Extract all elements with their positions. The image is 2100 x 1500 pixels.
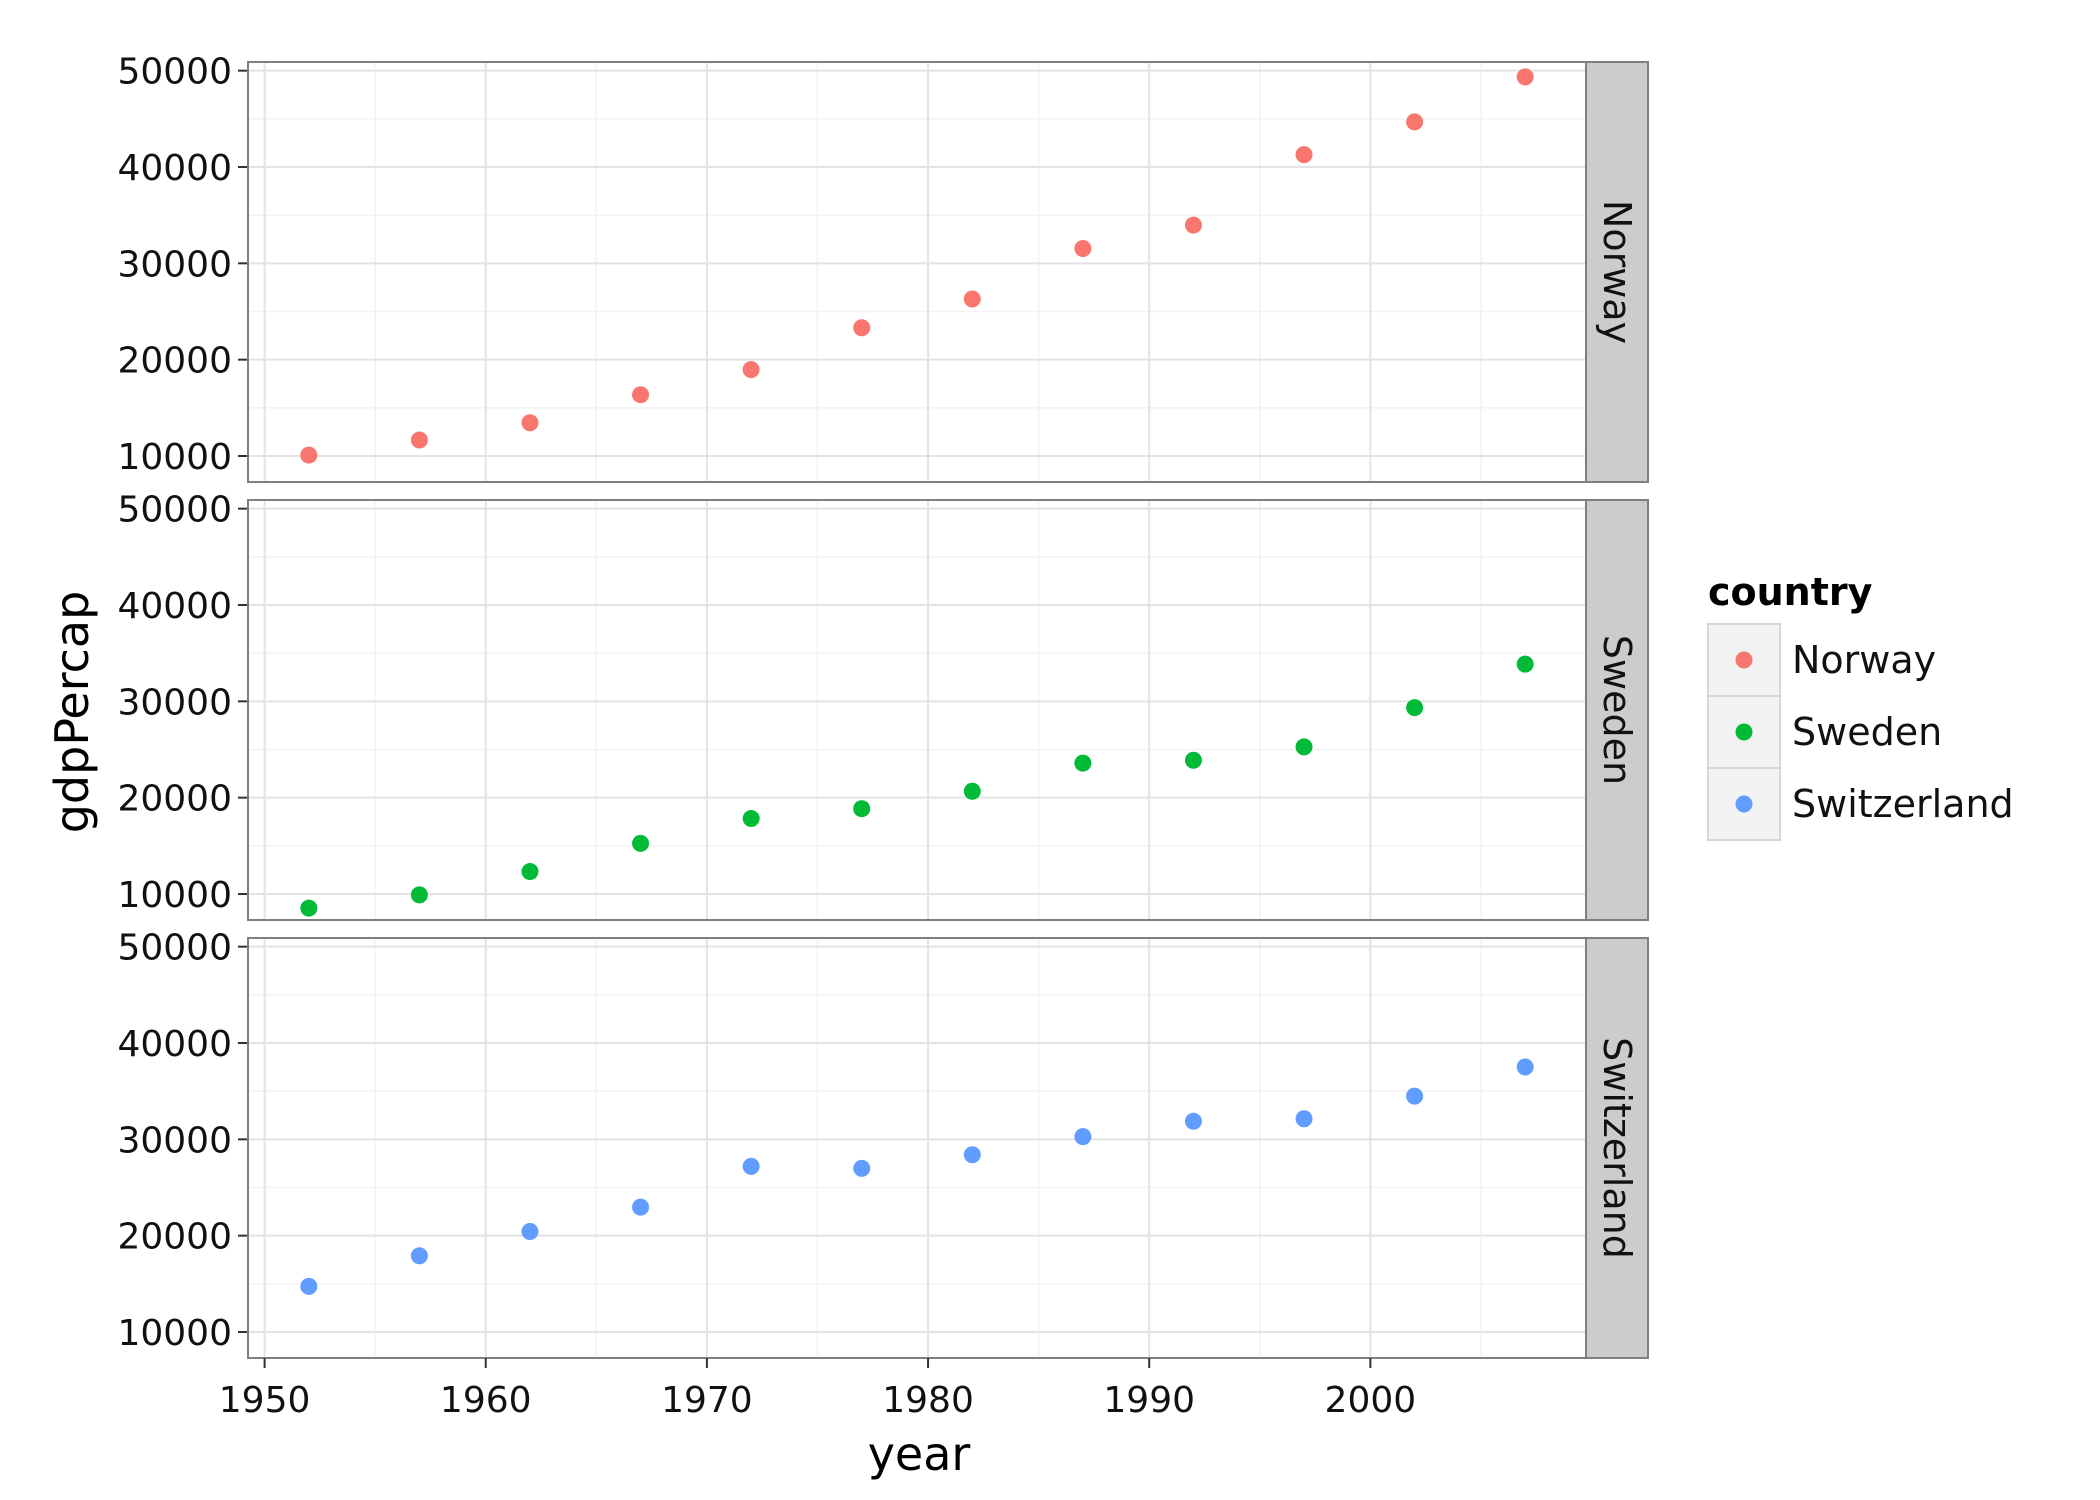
x-tick-label: 1950 (219, 1380, 311, 1421)
x-tick-label: 2000 (1325, 1380, 1417, 1421)
y-tick-label: 20000 (117, 779, 232, 820)
data-point (1184, 1112, 1202, 1130)
y-tick-label: 10000 (117, 437, 232, 478)
legend-key-dot (1735, 723, 1753, 741)
data-point (1406, 113, 1424, 131)
y-tick-label: 30000 (117, 1120, 232, 1161)
data-point (521, 863, 539, 881)
data-point (963, 782, 981, 800)
legend-key-dot (1735, 651, 1753, 669)
data-point (1406, 699, 1424, 717)
facet-panel-switzerland: 10000 20000 30000 40000 50000 Switzerland (117, 928, 1649, 1359)
y-tick-label: 10000 (117, 875, 232, 916)
legend-label: Norway (1792, 638, 1936, 682)
x-axis-title: year (868, 1427, 971, 1481)
data-point (1074, 1128, 1092, 1146)
data-point (410, 886, 428, 904)
data-point (632, 834, 650, 852)
panel-background (248, 500, 1586, 920)
data-point (300, 899, 318, 917)
facet-strip (1585, 937, 1649, 1359)
x-tick-label: 1990 (1103, 1380, 1195, 1421)
facet-strip-label: Sweden (1595, 635, 1639, 785)
data-point (300, 446, 318, 464)
data-point (1516, 655, 1534, 673)
data-point (853, 1159, 871, 1177)
legend-title: country (1708, 570, 1873, 614)
legend-key-dot (1735, 795, 1753, 813)
legend-label: Sweden (1792, 710, 1942, 754)
data-point (1406, 1087, 1424, 1105)
facet-strip (1585, 499, 1649, 921)
data-point (1516, 68, 1534, 86)
data-point (1295, 738, 1313, 756)
facet-strip-label: Switzerland (1595, 1037, 1639, 1259)
panel-background (248, 62, 1586, 482)
y-tick-label: 40000 (117, 1024, 232, 1065)
data-point (1516, 1058, 1534, 1076)
y-tick-label: 20000 (117, 341, 232, 382)
data-point (742, 810, 760, 828)
facet-strip (1585, 61, 1649, 483)
data-point (410, 1247, 428, 1265)
data-point (300, 1277, 318, 1295)
facet-panel-sweden: 10000 20000 30000 40000 50000 Sweden (117, 490, 1649, 921)
y-tick-label: 50000 (117, 490, 232, 531)
data-point (632, 1198, 650, 1216)
data-point (410, 431, 428, 449)
data-point (1184, 216, 1202, 234)
y-tick-label: 40000 (117, 148, 232, 189)
facet-panel-norway: 10000 20000 30000 40000 50000 Norway (117, 52, 1649, 483)
data-point (963, 290, 981, 308)
data-point (853, 800, 871, 818)
x-tick-label: 1960 (440, 1380, 532, 1421)
y-tick-label: 30000 (117, 682, 232, 723)
data-point (1295, 1110, 1313, 1128)
facet-panels: 10000 20000 30000 40000 50000 Norway 10000 2000… (117, 52, 1649, 1359)
data-point (742, 361, 760, 379)
y-tick-label: 50000 (117, 928, 232, 969)
data-point (521, 414, 539, 432)
legend: country Norway Sweden Switzerland (1707, 570, 2014, 841)
data-point (1074, 239, 1092, 257)
legend-label: Switzerland (1792, 782, 2014, 826)
x-tick-label: 1970 (661, 1380, 753, 1421)
data-point (632, 386, 650, 404)
x-axis: 1950 1960 1970 1980 1990 2000 (219, 1358, 1416, 1421)
x-tick-label: 1980 (882, 1380, 974, 1421)
data-point (1184, 751, 1202, 769)
y-tick-label: 30000 (117, 244, 232, 285)
data-point (963, 1146, 981, 1164)
panel-background (248, 938, 1586, 1358)
y-tick-label: 10000 (117, 1313, 232, 1354)
data-point (742, 1157, 760, 1175)
legend-key (1707, 767, 1781, 841)
facet-strip-label: Norway (1595, 200, 1639, 344)
data-point (521, 1223, 539, 1241)
y-tick-label: 20000 (117, 1217, 232, 1258)
y-axis-title: gdpPercap (45, 591, 99, 834)
data-point (1074, 754, 1092, 772)
y-tick-label: 40000 (117, 586, 232, 627)
data-point (1295, 146, 1313, 164)
data-point (853, 319, 871, 337)
y-tick-label: 50000 (117, 52, 232, 93)
